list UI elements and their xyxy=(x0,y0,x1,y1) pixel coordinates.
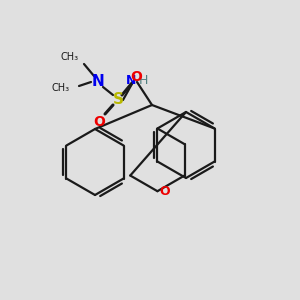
Text: S: S xyxy=(112,92,124,107)
Text: O: O xyxy=(93,115,105,129)
Text: N: N xyxy=(92,74,104,89)
Text: H: H xyxy=(138,74,148,86)
Text: N: N xyxy=(126,74,136,86)
Text: O: O xyxy=(130,70,142,84)
Text: O: O xyxy=(159,185,170,198)
Text: CH₃: CH₃ xyxy=(52,83,70,93)
Text: CH₃: CH₃ xyxy=(61,52,79,62)
